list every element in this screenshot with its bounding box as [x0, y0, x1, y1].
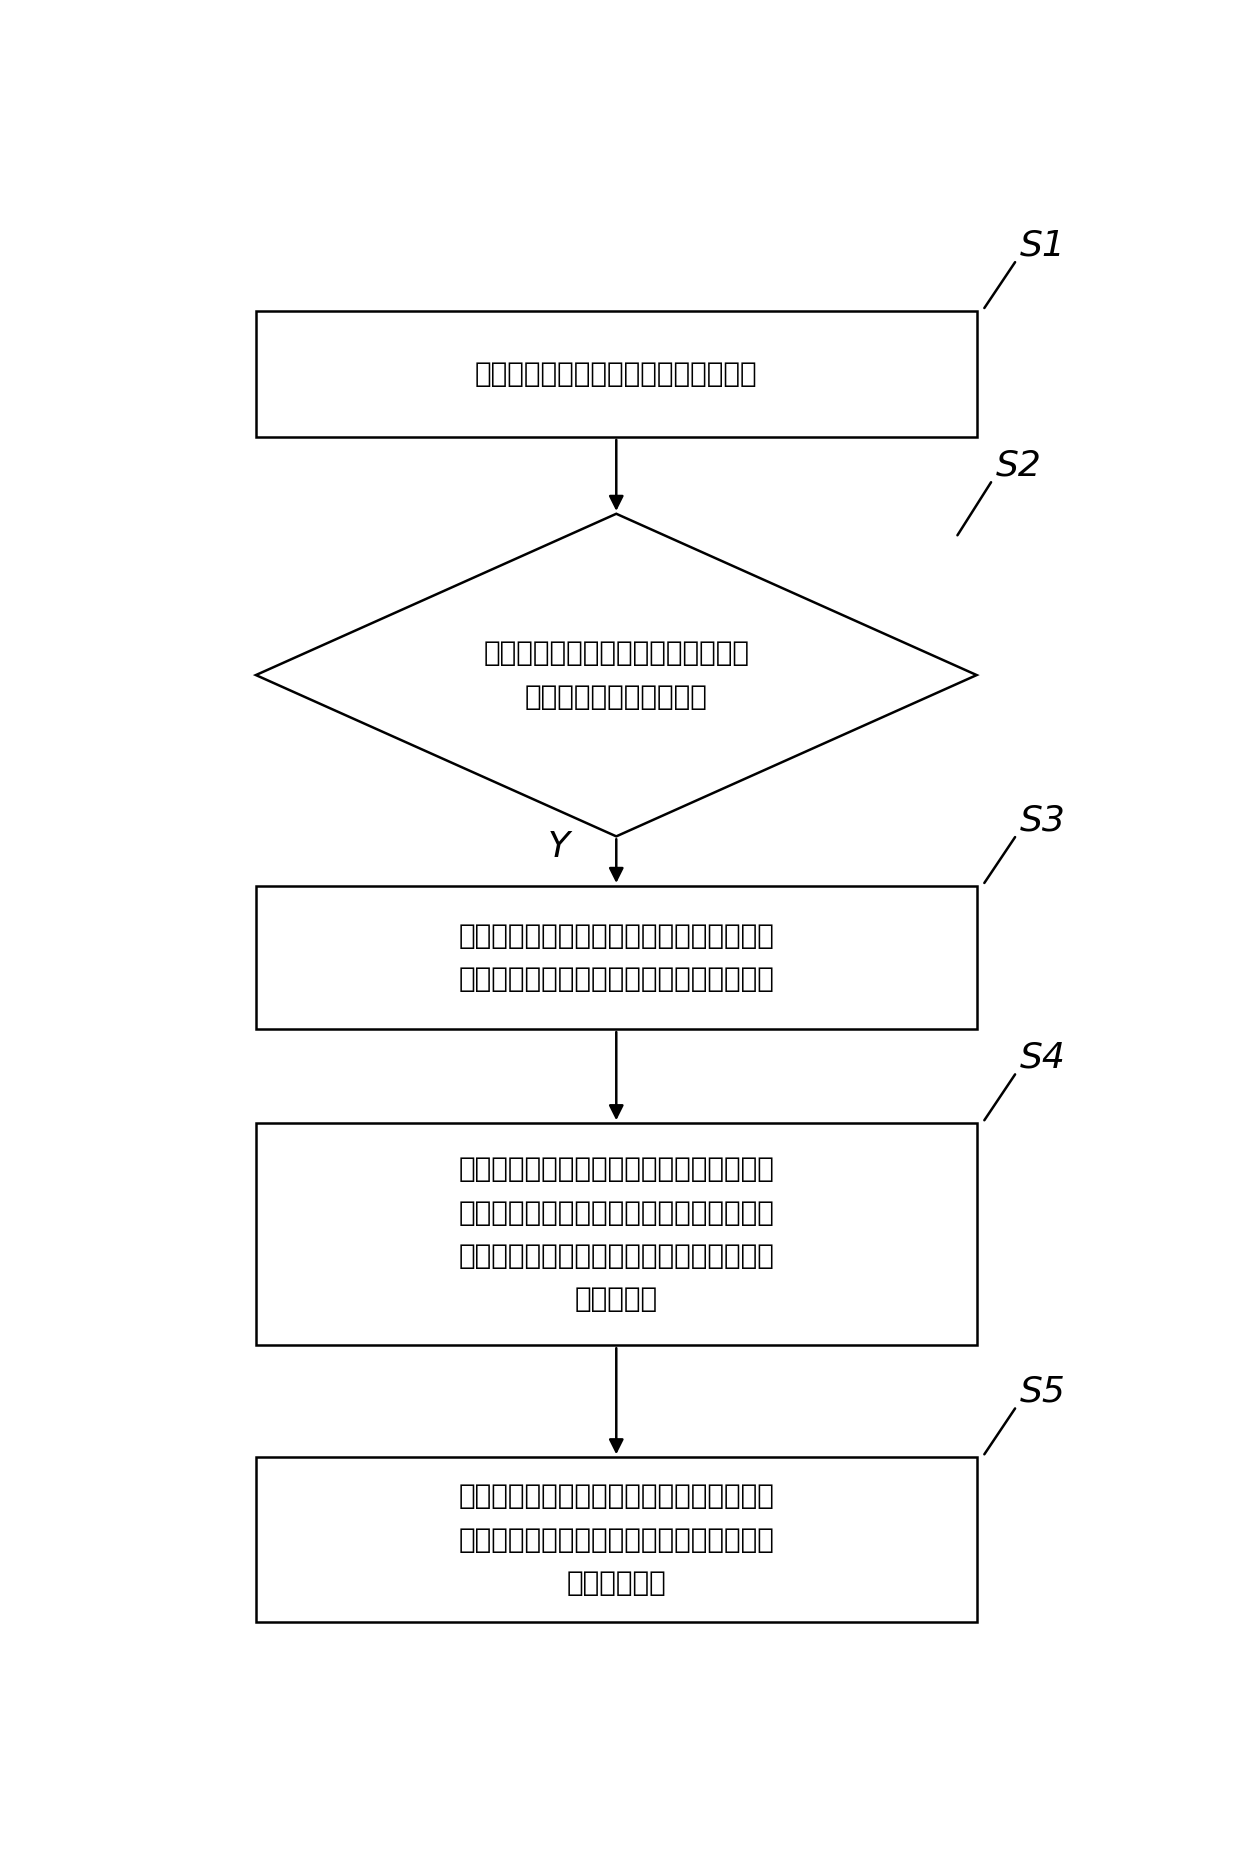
Text: S3: S3 — [1019, 803, 1065, 838]
Text: S4: S4 — [1019, 1041, 1065, 1074]
Text: S1: S1 — [1019, 229, 1065, 263]
Text: S5: S5 — [1019, 1374, 1065, 1408]
Text: 接收用户输入的布局元器件的布局指令: 接收用户输入的布局元器件的布局指令 — [475, 359, 758, 387]
Text: Y: Y — [548, 830, 569, 864]
Polygon shape — [255, 514, 977, 836]
Text: S2: S2 — [996, 449, 1042, 482]
Text: 根据所述布局指令检测是否接收到用
户选取指定元器件的信号: 根据所述布局指令检测是否接收到用 户选取指定元器件的信号 — [484, 639, 749, 711]
Text: 根据所述指定元器件的第一布局参数显示与
所述指定元器件匹配的屏蔽罩元器件库，所
述屏蔽罩元器件库至少包括屏蔽罩和屏蔽罩
的尺寸数据: 根据所述指定元器件的第一布局参数显示与 所述指定元器件匹配的屏蔽罩元器件库，所 … — [459, 1154, 774, 1313]
FancyBboxPatch shape — [255, 311, 977, 438]
FancyBboxPatch shape — [255, 1458, 977, 1622]
FancyBboxPatch shape — [255, 1123, 977, 1346]
FancyBboxPatch shape — [255, 886, 977, 1030]
Text: 根据预设布局规则将所述指定元器件进行布
局后，获取所述指定元器件的第一布局参数: 根据预设布局规则将所述指定元器件进行布 局后，获取所述指定元器件的第一布局参数 — [459, 922, 774, 992]
Text: 选取用户在匹配的所述屏蔽罩元器件库中选
取的与所述指定元器件匹配的所述屏蔽罩作
为目标屏蔽罩: 选取用户在匹配的所述屏蔽罩元器件库中选 取的与所述指定元器件匹配的所述屏蔽罩作 … — [459, 1482, 774, 1598]
